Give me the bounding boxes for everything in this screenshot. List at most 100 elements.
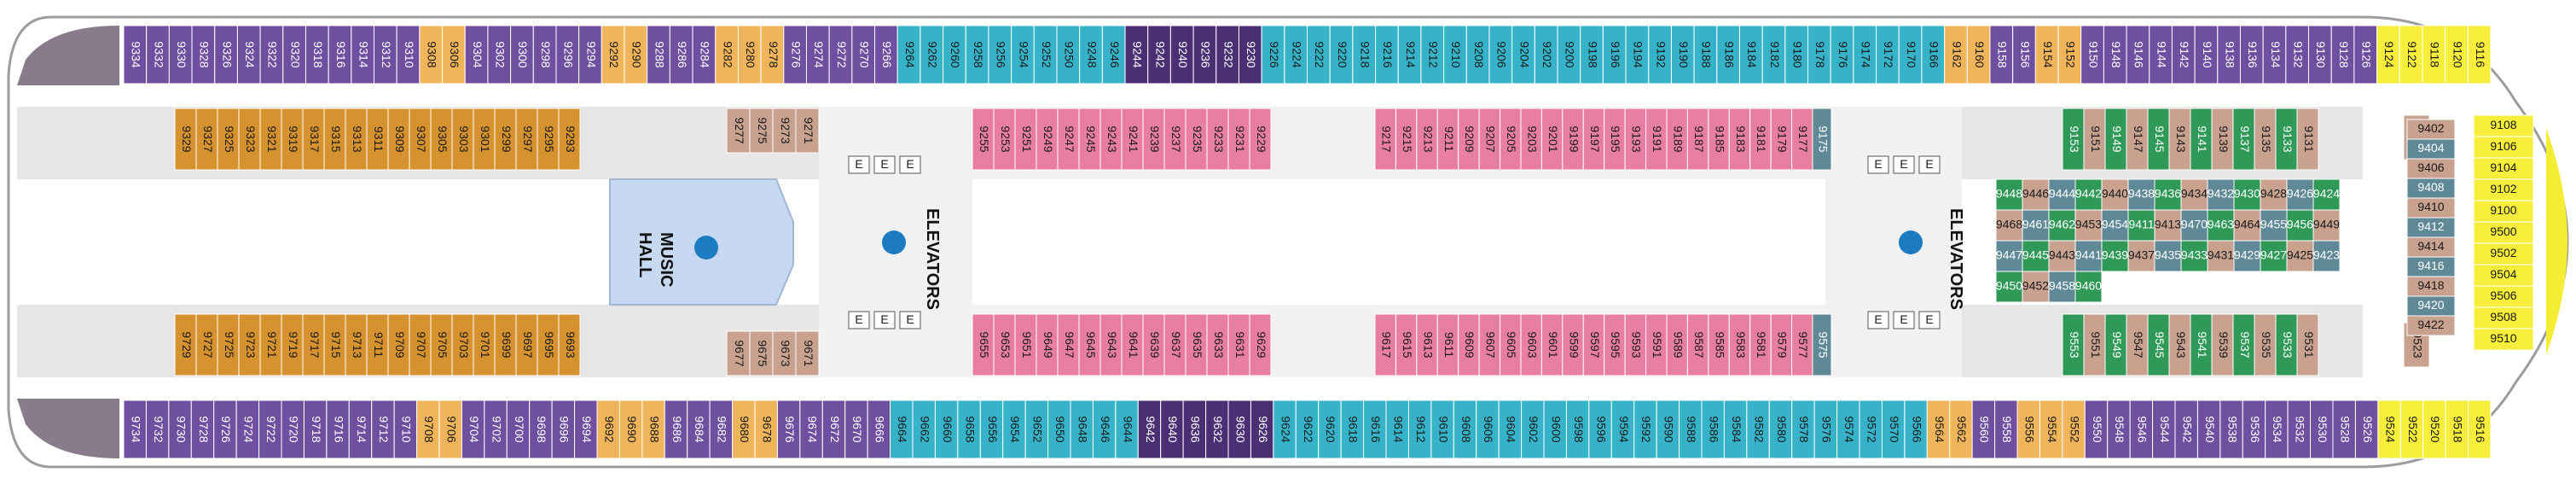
cabin-9702[interactable] (484, 399, 508, 459)
cabin-9201[interactable] (1540, 108, 1564, 171)
cabin-9247[interactable] (1057, 108, 1080, 171)
cabin-9454[interactable] (2101, 209, 2129, 242)
cabin-9535[interactable] (2254, 313, 2277, 376)
cabin-9170[interactable] (1898, 25, 1923, 85)
cabin-9230[interactable] (1238, 25, 1262, 85)
cabin-9500[interactable] (2473, 221, 2534, 244)
cabin-9447[interactable] (1995, 240, 2023, 272)
cabin-9675[interactable] (749, 330, 774, 376)
cabin-9539[interactable] (2211, 313, 2234, 376)
cabin-9671[interactable] (795, 330, 820, 376)
cabin-9452[interactable] (2022, 271, 2050, 303)
cabin-9226[interactable] (1261, 25, 1285, 85)
cabin-9439[interactable] (2101, 240, 2129, 272)
cabin-9604[interactable] (1498, 399, 1523, 459)
cabin-9305[interactable] (430, 108, 453, 171)
cabin-9322[interactable] (259, 25, 284, 85)
cabin-9626[interactable] (1250, 399, 1274, 459)
cabin-9630[interactable] (1227, 399, 1251, 459)
cabin-9430[interactable] (2233, 178, 2261, 211)
cabin-9328[interactable] (191, 25, 216, 85)
cabin-9271[interactable] (795, 108, 820, 154)
cabin-9670[interactable] (844, 399, 868, 459)
cabin-9594[interactable] (1610, 399, 1635, 459)
cabin-9575[interactable] (1812, 313, 1832, 376)
cabin-9637[interactable] (1163, 313, 1186, 376)
cabin-9179[interactable] (1770, 108, 1793, 171)
cabin-9177[interactable] (1791, 108, 1813, 171)
cabin-9284[interactable] (692, 25, 717, 85)
cabin-9713[interactable] (345, 313, 368, 376)
cabin-9258[interactable] (965, 25, 989, 85)
cabin-9434[interactable] (2180, 178, 2208, 211)
cabin-9196[interactable] (1602, 25, 1627, 85)
cabin-9317[interactable] (302, 108, 325, 171)
cabin-9676[interactable] (776, 399, 801, 459)
cabin-9597[interactable] (1582, 313, 1605, 376)
cabin-9329[interactable] (174, 108, 197, 171)
cabin-9126[interactable] (2353, 25, 2378, 85)
cabin-9427[interactable] (2260, 240, 2288, 272)
cabin-9734[interactable] (123, 399, 147, 459)
cabin-9510[interactable] (2473, 328, 2534, 351)
cabin-9251[interactable] (1014, 108, 1037, 171)
cabin-9727[interactable] (195, 313, 218, 376)
cabin-9313[interactable] (345, 108, 368, 171)
cabin-9140[interactable] (2194, 25, 2219, 85)
cabin-9584[interactable] (1723, 399, 1748, 459)
cabin-9302[interactable] (487, 25, 512, 85)
cabin-9131[interactable] (2296, 108, 2319, 171)
cabin-9534[interactable] (2265, 399, 2289, 459)
cabin-9187[interactable] (1686, 108, 1709, 171)
cabin-9130[interactable] (2308, 25, 2332, 85)
cabin-9158[interactable] (1989, 25, 2014, 85)
cabin-9644[interactable] (1115, 399, 1139, 459)
cabin-9188[interactable] (1693, 25, 1718, 85)
cabin-9137[interactable] (2232, 108, 2255, 171)
cabin-9579[interactable] (1770, 313, 1793, 376)
cabin-9156[interactable] (2012, 25, 2036, 85)
cabin-9122[interactable] (2399, 25, 2423, 85)
cabin-9612[interactable] (1407, 399, 1432, 459)
cabin-9153[interactable] (2062, 108, 2085, 171)
cabin-9185[interactable] (1708, 108, 1730, 171)
cabin-9295[interactable] (537, 108, 560, 171)
cabin-9698[interactable] (529, 399, 553, 459)
cabin-9138[interactable] (2217, 25, 2241, 85)
cabin-9607[interactable] (1478, 313, 1501, 376)
cabin-9216[interactable] (1375, 25, 1399, 85)
cabin-9717[interactable] (302, 313, 325, 376)
cabin-9732[interactable] (145, 399, 170, 459)
cabin-9149[interactable] (2104, 108, 2127, 171)
cabin-9193[interactable] (1624, 108, 1647, 171)
cabin-9636[interactable] (1182, 399, 1207, 459)
cabin-9615[interactable] (1395, 313, 1418, 376)
cabin-9601[interactable] (1540, 313, 1564, 376)
cabin-9214[interactable] (1397, 25, 1422, 85)
cabin-9252[interactable] (1033, 25, 1058, 85)
cabin-9274[interactable] (805, 25, 830, 85)
cabin-9222[interactable] (1307, 25, 1331, 85)
cabin-9603[interactable] (1520, 313, 1542, 376)
cabin-9448[interactable] (1995, 178, 2023, 211)
cabin-9212[interactable] (1420, 25, 1445, 85)
cabin-9695[interactable] (537, 313, 560, 376)
cabin-9312[interactable] (374, 25, 397, 85)
cabin-9134[interactable] (2262, 25, 2287, 85)
cabin-9445[interactable] (2022, 240, 2050, 272)
cabin-9443[interactable] (2048, 240, 2076, 272)
cabin-9270[interactable] (851, 25, 876, 85)
cabin-9654[interactable] (1002, 399, 1026, 459)
cabin-9583[interactable] (1728, 313, 1751, 376)
cabin-9688[interactable] (641, 399, 665, 459)
cabin-9326[interactable] (214, 25, 238, 85)
cabin-9262[interactable] (920, 25, 944, 85)
cabin-9254[interactable] (1011, 25, 1035, 85)
cabin-9672[interactable] (821, 399, 846, 459)
cabin-9635[interactable] (1185, 313, 1208, 376)
cabin-9581[interactable] (1749, 313, 1772, 376)
cabin-9660[interactable] (934, 399, 959, 459)
cabin-9599[interactable] (1562, 313, 1584, 376)
cabin-9543[interactable] (2168, 313, 2191, 376)
cabin-9714[interactable] (348, 399, 373, 459)
